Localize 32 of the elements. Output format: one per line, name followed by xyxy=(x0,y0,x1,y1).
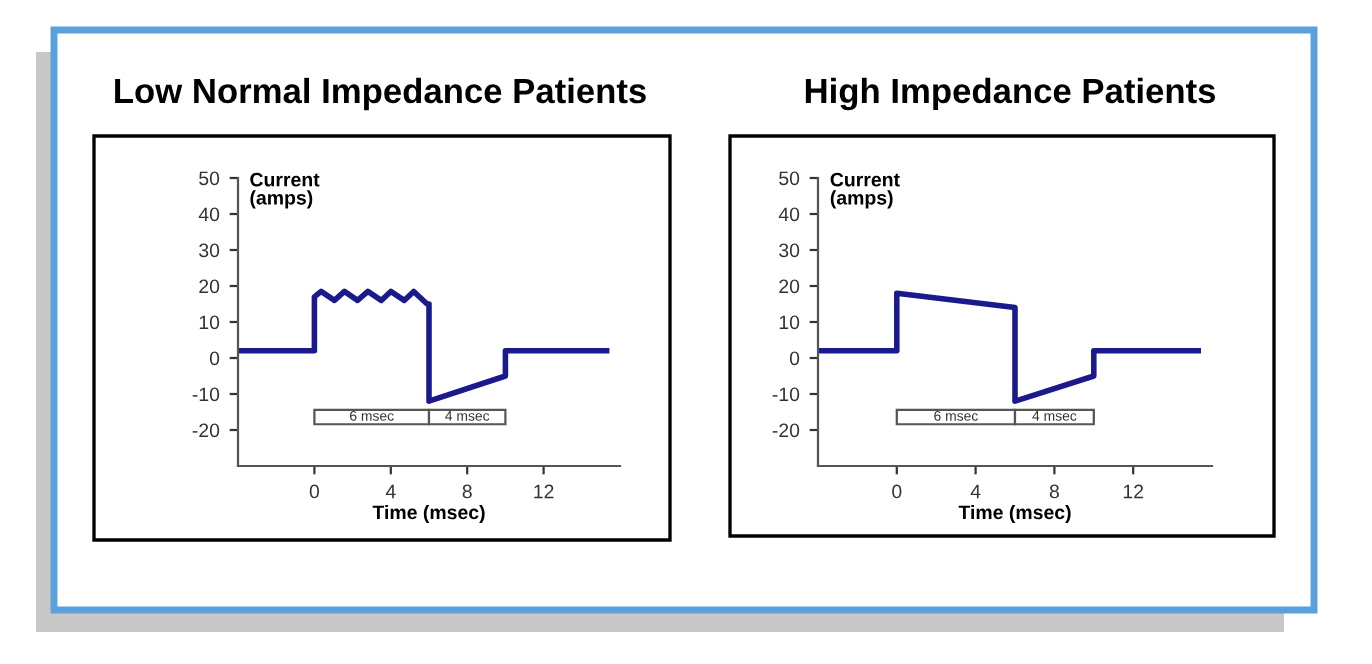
x-tick-label: 4 xyxy=(385,484,396,499)
x-axis-title: Time (msec) xyxy=(958,504,1071,524)
y-tick-label: 10 xyxy=(779,315,800,330)
y-axis-title: Current (amps) xyxy=(250,172,320,209)
x-tick-label: 8 xyxy=(1049,484,1059,499)
x-tick-label: 4 xyxy=(970,484,981,499)
y-tick-label: 30 xyxy=(199,243,220,258)
y-tick-label: -20 xyxy=(192,423,220,438)
line-series xyxy=(238,288,610,404)
x-tick-label: 8 xyxy=(462,484,472,499)
y-tick-label: -20 xyxy=(772,423,800,438)
x-tick-label: 12 xyxy=(1123,484,1144,499)
line-series xyxy=(818,290,1201,404)
y-tick-label: 40 xyxy=(198,207,220,222)
y-tick-label: 30 xyxy=(779,243,800,258)
x-tick-label: 0 xyxy=(892,484,902,499)
x-axis-title: Time (msec) xyxy=(372,504,485,524)
y-tick-label: 50 xyxy=(199,171,220,186)
x-tick-label: 12 xyxy=(534,484,554,499)
y-tick-label: 20 xyxy=(779,279,800,294)
chart-title: Low Normal Impedance Patients xyxy=(115,77,646,111)
x-tick-label: 0 xyxy=(309,484,320,499)
y-tick-label: -10 xyxy=(192,387,220,402)
y-tick-label: 20 xyxy=(199,279,220,294)
y-tick-label: -10 xyxy=(772,387,800,402)
y-tick-label: 0 xyxy=(789,351,800,366)
y-tick-label: 10 xyxy=(199,315,220,330)
y-tick-label: 50 xyxy=(779,171,800,186)
y-tick-label: 0 xyxy=(209,351,220,366)
y-axis-title: Current (amps) xyxy=(830,172,900,209)
chart-title: High Impedance Patients xyxy=(805,77,1216,111)
y-tick-label: 40 xyxy=(778,207,800,222)
